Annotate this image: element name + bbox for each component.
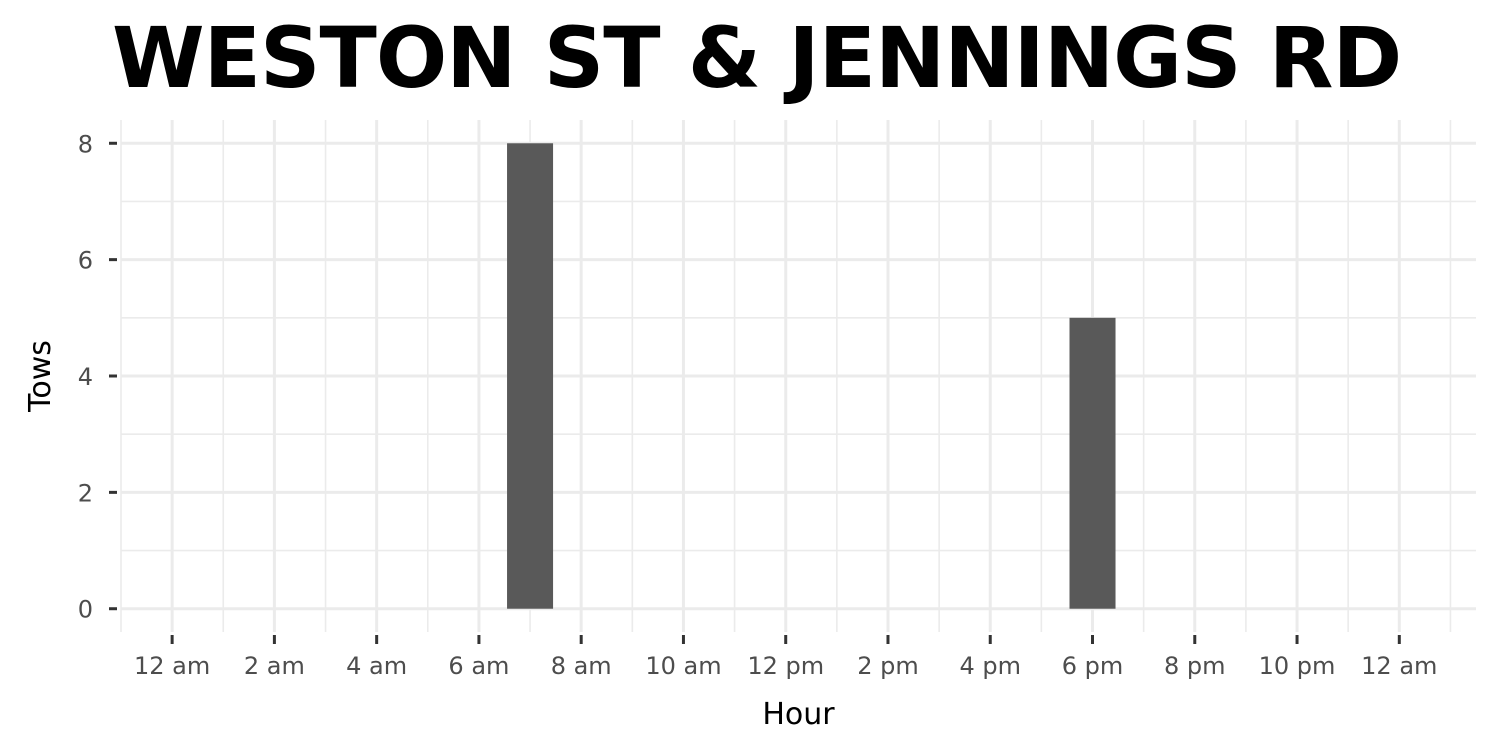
- x-tick-label: 8 pm: [1164, 652, 1226, 680]
- y-axis-title: Tows: [23, 340, 58, 413]
- x-axis-title: Hour: [762, 697, 835, 732]
- x-tick-label: 6 pm: [1062, 652, 1124, 680]
- x-tick-label: 2 am: [244, 652, 305, 680]
- x-axis: 12 am 2 am 4 am 6 am 8 am 10 am 12 pm 2 pm 4 pm 6…: [134, 635, 1437, 680]
- x-tick-label: 2 pm: [857, 652, 919, 680]
- x-tick-label: 4 am: [346, 652, 407, 680]
- x-tick-label: 12 pm: [747, 652, 824, 680]
- x-tick-label: 8 am: [551, 652, 612, 680]
- x-tick-label: 4 pm: [959, 652, 1021, 680]
- major-gridlines: [121, 120, 1476, 632]
- y-tick-label: 2: [78, 479, 93, 507]
- y-tick-label: 0: [78, 596, 93, 624]
- y-tick-label: 8: [78, 130, 93, 158]
- x-tick-label: 12 am: [134, 652, 210, 680]
- x-tick-label: 10 pm: [1259, 652, 1336, 680]
- chart-title: WESTON ST & JENNINGS RD: [112, 9, 1402, 107]
- x-tick-label: 12 am: [1361, 652, 1437, 680]
- bars: [507, 143, 1116, 609]
- bar-6-pm: [1069, 317, 1116, 609]
- x-tick-label: 6 am: [448, 652, 509, 680]
- bar-7-am: [507, 143, 554, 609]
- y-tick-label: 6: [78, 247, 93, 275]
- x-tick-label: 10 am: [645, 652, 721, 680]
- y-axis: 0 2 4 6 8: [78, 130, 117, 624]
- y-tick-label: 4: [78, 363, 93, 391]
